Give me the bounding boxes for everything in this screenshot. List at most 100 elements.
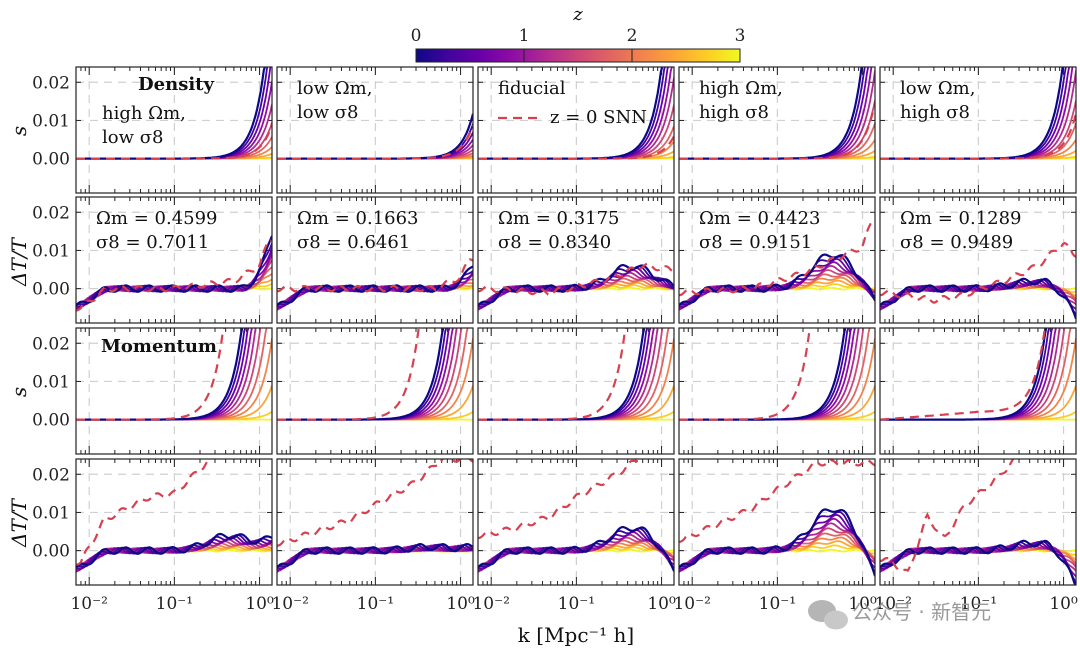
column-header-line: low Ωm, [900,78,975,99]
row-title-density: Density [138,74,214,95]
colorbar-tick-3: 3 [735,26,746,46]
panel-momentum-s-high-Om-high-s8 [678,327,876,455]
colorbar-tick-1: 1 [519,26,530,46]
series-line-z-0 [478,525,674,572]
column-header-line: low σ8 [102,127,163,148]
watermark: 公众号 · 新智元 [808,600,991,630]
curves [277,459,473,573]
column-header-line: high σ8 [900,102,970,123]
panel-border [276,196,474,324]
column-header-line: high σ8 [699,102,769,123]
panel-border [477,327,675,455]
panel-border [477,196,675,324]
column-header-line: low Ωm, [297,78,372,99]
legend-label: z = 0 SNN [550,107,647,128]
x-tick-label: 10⁻¹ [357,594,394,614]
panel-density-s-fiducial: fiducial z = 0 SNN [477,66,675,194]
reference-line-snn [76,328,226,421]
panel-border [75,458,273,586]
reference-line-snn [478,135,674,160]
reference-line-snn [76,239,272,312]
panel-density-dT-high-Om-high-s8: Ωm = 0.4423 σ8 = 0.9151 [678,196,876,324]
panel-momentum-dT-fiducial: 10⁻² 10⁻¹ 10⁰ [472,458,676,614]
sigma-8-value: σ8 = 0.6461 [297,232,410,253]
sigma-8-value: σ8 = 0.8340 [498,232,611,253]
panel-border [75,327,273,455]
reference-line-snn [76,124,272,160]
panel-border [879,196,1077,324]
series-line-z-0 [880,328,1048,421]
x-tick-label: 10⁻¹ [558,594,595,614]
curves [277,113,473,160]
watermark-text: 公众号 · 新智元 [852,600,991,624]
series-line-z-0 [679,508,875,577]
curves [478,67,674,160]
panel-momentum-s-low-Om-high-s8 [879,327,1077,455]
reference-line-snn [76,459,211,566]
xlabel: k [Mpc⁻¹ h] [518,623,634,647]
reference-line-snn [277,124,473,160]
panel-density-s-low-Om-low-s8: low Ωm, low σ8 [276,66,474,194]
x-tick-label: 10⁰ [446,594,475,614]
x-tick-label: 10⁰ [647,594,676,614]
series-line-z-0.3 [679,511,875,577]
x-tick-label: 10⁻² [472,594,509,614]
panel-border [879,66,1077,194]
omega-m-value: Ωm = 0.4599 [96,208,218,229]
x-tick-label: 10⁻² [673,594,710,614]
curves [880,67,1076,160]
series-line-z-1.2 [679,522,875,573]
x-tick-label: 10⁻¹ [759,594,796,614]
colorbar: z 0 1 2 3 [411,4,746,63]
ylabel-row-0: s [7,126,31,136]
x-tick-label: 10⁻² [271,594,308,614]
reference-line-snn [679,459,875,543]
sigma-8-value: σ8 = 0.9489 [900,232,1013,253]
row-title-momentum: Momentum [101,336,217,357]
curves [880,459,1076,585]
series-line-z-0 [880,277,1076,320]
curves [76,235,272,312]
column-header-line: fiducial [498,78,566,99]
curves [478,262,674,311]
curves [679,328,875,421]
column-header-line: high Ωm, [102,103,186,124]
wechat-icon [808,600,848,630]
ylabel-row-2: s [7,387,31,397]
colorbar-tick-2: 2 [627,26,638,46]
y-tick-label: 0.00 [32,150,70,170]
series-line-z-0 [478,263,674,307]
panel-momentum-dT-high-Om-high-s8: 10⁻² 10⁻¹ 10⁰ [673,458,877,614]
y-tick-label: 0.00 [32,280,70,300]
panel-momentum-dT-low-Om-low-s8: 10⁻² 10⁻¹ 10⁰ [271,458,475,614]
y-tick-label: 0.02 [32,73,70,93]
panel-border [879,458,1077,586]
x-tick-label: 10⁻¹ [960,594,997,614]
curves [76,328,272,421]
column-header-line: low σ8 [297,102,358,123]
y-tick-label: 0.01 [32,111,70,131]
y-tick-label: 0.01 [32,241,70,261]
panel-momentum-dT-low-Om-high-s8: 10⁻² 10⁻¹ 10⁰ [874,458,1078,614]
y-tick-label: 0.02 [32,203,70,223]
series-line-z-1.2 [679,264,875,311]
series-line-z-0 [880,539,1076,585]
omega-m-value: Ωm = 0.1663 [297,208,419,229]
x-tick-label: 10⁻¹ [156,594,193,614]
reference-line-snn [277,328,420,421]
sigma-8-value: σ8 = 0.9151 [699,232,812,253]
curves [76,459,272,573]
reference-line-snn [679,328,812,421]
y-tick-label: 0.00 [32,411,70,431]
panel-density-dT-high-Om-low-s8: 0.00 0.01 0.02 Ωm = 0.4599 σ8 = 0.7011 [32,196,273,324]
y-tick-label: 0.02 [32,334,70,354]
panel-density-s-high-Om-low-s8: 0.00 0.01 0.02 Density high Ωm, low σ8 [32,66,273,194]
panel-border [678,66,876,194]
reference-line-snn [478,459,643,540]
x-tick-label: 10⁰ [1049,594,1078,614]
reference-line-snn [679,102,875,160]
x-tick-label: 10⁰ [245,594,274,614]
reference-line-snn [478,262,674,297]
curves [478,459,674,573]
